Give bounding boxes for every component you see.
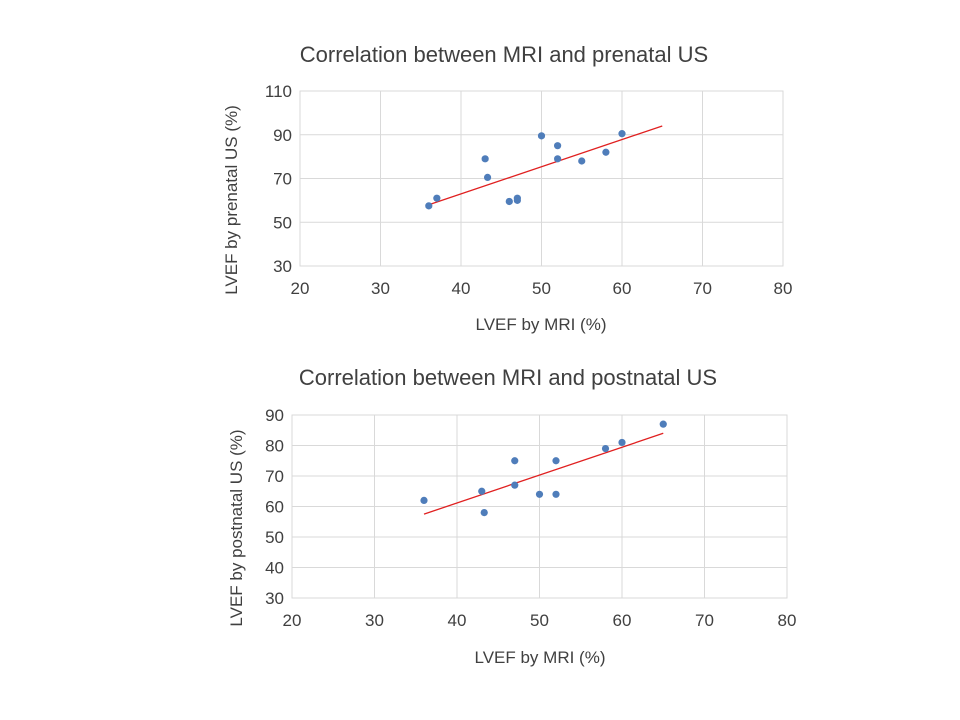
chart-prenatal: Correlation between MRI and prenatal US …	[222, 42, 792, 334]
data-point	[552, 457, 560, 465]
data-point	[511, 457, 519, 465]
y-tick-label: 70	[265, 467, 284, 486]
x-tick-label: 50	[530, 611, 549, 630]
y-axis-title: LVEF by postnatal US (%)	[227, 429, 246, 626]
data-point	[618, 438, 626, 447]
x-tick-label: 80	[778, 611, 797, 630]
x-tick-label: 50	[532, 279, 551, 298]
data-point	[552, 490, 560, 498]
trendline	[423, 432, 664, 515]
y-tick-label: 90	[273, 126, 292, 145]
y-tick-label: 110	[265, 82, 292, 101]
y-tick-label: 90	[265, 406, 284, 425]
x-tick-label: 70	[695, 611, 714, 630]
data-point	[511, 481, 519, 489]
data-point	[537, 132, 546, 140]
x-tick-label: 40	[448, 611, 467, 630]
data-point	[602, 148, 610, 156]
y-tick-label: 60	[265, 498, 284, 517]
y-tick-label: 50	[273, 213, 292, 232]
data-point	[478, 487, 486, 495]
data-point	[483, 173, 492, 182]
trendline	[428, 125, 663, 206]
data-point	[480, 508, 488, 517]
chart-title: Correlation between MRI and postnatal US	[299, 365, 717, 390]
x-axis-title: LVEF by MRI (%)	[476, 315, 607, 334]
data-point	[659, 420, 667, 428]
x-tick-label: 20	[291, 279, 310, 298]
data-point	[481, 155, 489, 163]
x-tick-label: 60	[613, 611, 632, 630]
data-point	[513, 194, 521, 202]
x-tick-label: 20	[283, 611, 302, 630]
x-tick-label: 70	[693, 279, 712, 298]
x-tick-label: 40	[452, 279, 471, 298]
y-tick-label: 70	[273, 170, 292, 189]
y-tick-label: 30	[265, 589, 284, 608]
x-tick-label: 30	[371, 279, 390, 298]
x-tick-label: 30	[365, 611, 384, 630]
data-point	[420, 496, 428, 504]
y-tick-label: 80	[265, 437, 284, 456]
chart-postnatal: Correlation between MRI and postnatal US…	[227, 365, 796, 667]
y-axis-title: LVEF by prenatal US (%)	[222, 105, 241, 295]
data-point	[618, 130, 626, 138]
data-point	[554, 142, 562, 150]
y-tick-label: 50	[265, 528, 284, 547]
data-point	[554, 155, 562, 163]
y-tick-label: 40	[265, 559, 284, 578]
chart-title: Correlation between MRI and prenatal US	[300, 42, 708, 67]
y-tick-label: 30	[273, 257, 292, 276]
data-point	[433, 194, 441, 202]
data-point	[535, 490, 544, 498]
data-point	[601, 444, 610, 453]
x-axis-title: LVEF by MRI (%)	[475, 648, 606, 667]
data-point	[578, 157, 586, 165]
data-point	[505, 197, 513, 206]
x-tick-label: 60	[613, 279, 632, 298]
x-tick-label: 80	[774, 279, 793, 298]
data-point	[425, 202, 433, 210]
